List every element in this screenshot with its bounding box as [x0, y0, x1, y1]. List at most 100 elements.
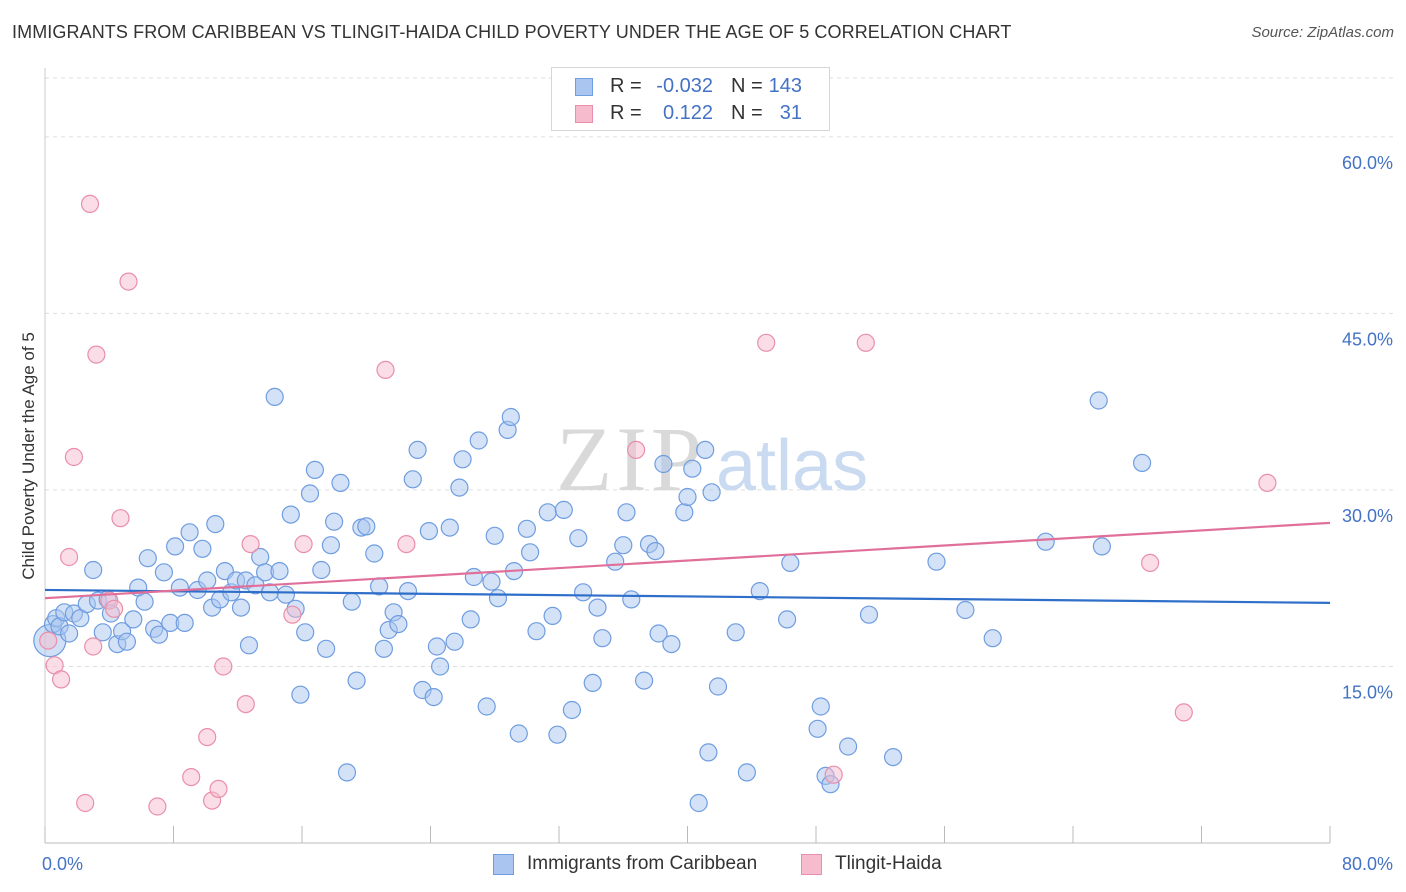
caribbean-point	[689, 793, 708, 813]
caribbean-point	[737, 763, 757, 782]
caribbean-point	[538, 503, 557, 522]
legend-n-value: 31	[779, 102, 802, 124]
caribbean-point	[983, 629, 1002, 648]
caribbean-point	[281, 505, 300, 524]
caribbean-point	[239, 636, 259, 655]
caribbean-point	[678, 487, 697, 507]
chart-title: IMMIGRANTS FROM CARIBBEAN VS TLINGIT-HAI…	[12, 22, 1012, 42]
caribbean-point	[170, 578, 189, 597]
caribbean-point	[154, 563, 173, 582]
caribbean-point	[956, 600, 975, 620]
correlation-legend: R = -0.032 N = 143 R = 0.122 N = 31	[551, 67, 830, 131]
caribbean-point	[445, 632, 464, 651]
bottom-legend-swatch-blue	[493, 854, 514, 875]
caribbean-point	[408, 440, 427, 459]
caribbean-point	[509, 724, 528, 743]
bottom-legend-label: Immigrants from Caribbean	[527, 853, 758, 874]
caribbean-point	[276, 585, 295, 604]
caribbean-point	[1036, 532, 1055, 551]
caribbean-point	[838, 737, 858, 756]
caribbean-point	[342, 592, 361, 611]
caribbean-point	[312, 560, 331, 580]
caribbean-point	[431, 657, 450, 676]
caribbean-point	[419, 521, 438, 541]
caribbean-point	[265, 387, 284, 406]
tlingit-point	[182, 767, 201, 787]
watermark: ZIP atlas	[556, 408, 868, 510]
caribbean-point	[593, 629, 612, 648]
tlingit-point	[64, 447, 84, 467]
caribbean-point	[331, 473, 350, 492]
caribbean-point	[291, 685, 310, 704]
caribbean-point	[649, 624, 668, 643]
caribbean-point	[548, 725, 567, 744]
caribbean-point	[517, 519, 537, 538]
caribbean-point	[450, 478, 469, 497]
caribbean-point	[317, 639, 336, 658]
tlingit-point	[376, 360, 395, 379]
caribbean-point	[149, 625, 169, 644]
caribbean-point	[883, 747, 903, 767]
caribbean-point	[699, 743, 718, 762]
legend-n-label: N =	[731, 75, 763, 97]
tlingit-point	[757, 333, 776, 352]
caribbean-point	[357, 517, 376, 536]
trend-layer	[44, 521, 1331, 605]
caribbean-point	[662, 634, 681, 654]
y-tick-label: 60.0%	[1342, 153, 1393, 173]
caribbean-point	[300, 484, 320, 503]
caribbean-point	[59, 624, 79, 643]
caribbean-point	[175, 613, 194, 633]
caribbean-point	[696, 440, 715, 459]
caribbean-point	[325, 512, 344, 531]
caribbean-point	[477, 697, 496, 716]
x-tick-label-max: 80.0%	[1342, 854, 1393, 874]
watermark-atlas: atlas	[716, 426, 868, 506]
caribbean-point	[543, 606, 562, 626]
caribbean-point	[675, 503, 694, 522]
y-tick-label: 30.0%	[1342, 506, 1393, 526]
caribbean-point	[347, 671, 366, 690]
caribbean-point	[617, 503, 636, 522]
caribbean-point	[583, 673, 602, 693]
caribbean-point	[482, 572, 501, 591]
tlingit-point	[148, 797, 167, 816]
caribbean-point	[461, 610, 480, 629]
caribbean-point	[124, 610, 143, 629]
caribbean-point	[93, 623, 112, 642]
caribbean-point	[365, 544, 384, 563]
caribbean-point	[270, 561, 289, 581]
bottom-legend-label: Tlingit-Haida	[835, 853, 942, 874]
caribbean-point	[427, 637, 446, 656]
source-note: Source: ZipAtlas.com	[1251, 24, 1394, 41]
legend-row-tlingit: R = 0.122 N = 31	[552, 101, 829, 127]
caribbean-point	[193, 539, 212, 558]
caribbean-point	[527, 622, 546, 641]
caribbean-point	[389, 614, 408, 634]
legend-r-value: -0.032	[656, 75, 713, 97]
caribbean-point	[622, 590, 641, 609]
caribbean-point	[1092, 537, 1112, 556]
caribbean-point	[198, 571, 217, 590]
caribbean-point	[440, 518, 459, 537]
caribbean-point	[646, 541, 665, 561]
tlingit-point	[87, 345, 106, 364]
caribbean-point	[305, 460, 324, 479]
tlingit-point	[51, 670, 71, 689]
caribbean-point	[606, 552, 625, 571]
caribbean-point	[321, 536, 340, 555]
axis-layer	[44, 68, 1331, 844]
legend-row-caribbean: R = -0.032 N = 143	[552, 74, 829, 100]
caribbean-point	[708, 677, 728, 696]
caribbean-point	[424, 687, 443, 707]
caribbean-point	[501, 407, 520, 427]
caribbean-trend-line	[44, 588, 1331, 605]
caribbean-point	[654, 454, 673, 474]
caribbean-point	[1089, 391, 1108, 410]
caribbean-point	[398, 581, 418, 601]
y-axis-title: Child Poverty Under the Age of 5	[19, 332, 38, 580]
watermark-zip: ZIP	[556, 408, 706, 510]
caribbean-point	[808, 719, 827, 738]
tlingit-point	[397, 534, 416, 554]
